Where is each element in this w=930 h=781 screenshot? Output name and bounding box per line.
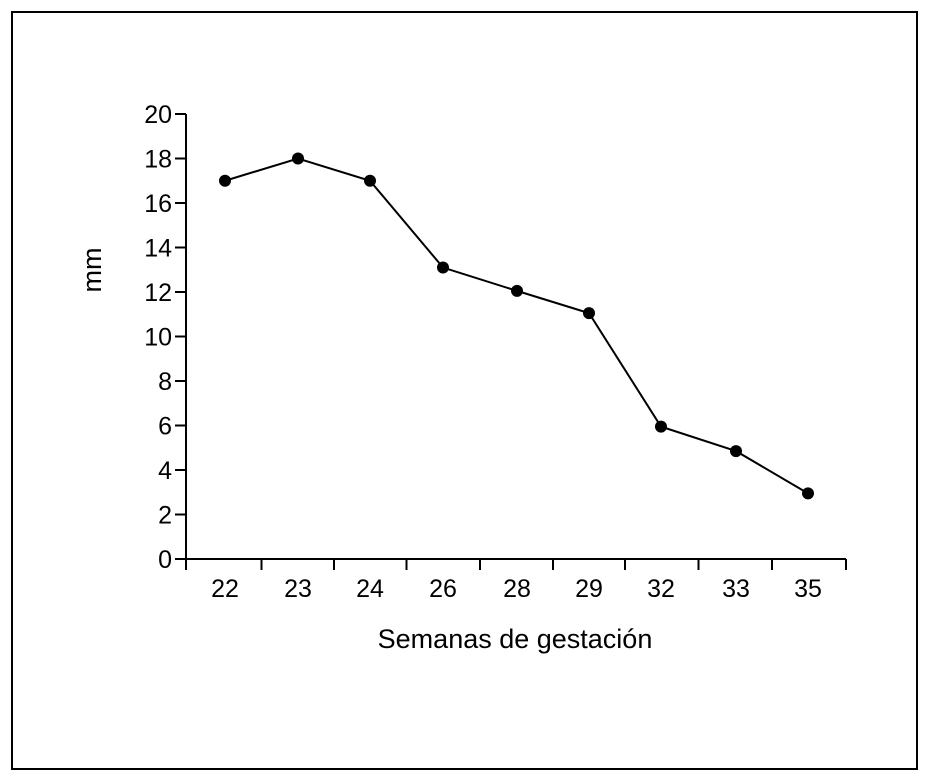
data-point [655, 420, 667, 433]
x-tick-label: 24 [356, 575, 384, 603]
chart-frame [11, 11, 918, 770]
x-tick-label: 32 [647, 575, 675, 603]
data-point [292, 152, 304, 165]
data-point [730, 445, 742, 458]
y-tick-label: 16 [144, 190, 172, 218]
data-point [511, 284, 523, 297]
x-tick-label: 33 [722, 575, 750, 603]
series-group [219, 152, 814, 500]
series-line [224, 157, 809, 495]
x-axis-label: Semanas de gestación [378, 624, 653, 654]
y-axis: 0 2 4 6 8 10 12 14 16 18 20 [144, 101, 187, 574]
data-point [219, 174, 231, 187]
y-tick-label: 20 [144, 101, 172, 129]
x-tick-label: 22 [211, 575, 239, 603]
y-tick-label: 8 [158, 368, 172, 396]
y-tick-label: 10 [144, 324, 172, 352]
x-tick-label: 28 [503, 575, 531, 603]
y-tick-label: 6 [158, 413, 172, 441]
y-tick-label: 2 [158, 502, 172, 530]
y-tick-label: 4 [158, 457, 172, 485]
x-tick-label: 35 [794, 575, 822, 603]
data-point [437, 261, 449, 274]
y-axis-label: mm [77, 248, 107, 293]
x-tick-label: 29 [575, 575, 603, 603]
y-tick-label: 12 [144, 279, 172, 307]
data-point [802, 487, 814, 500]
x-tick-label: 26 [429, 575, 457, 603]
data-point [583, 307, 595, 320]
data-point [364, 174, 376, 187]
x-tick-label: 23 [284, 575, 312, 603]
y-tick-label: 0 [158, 546, 172, 574]
y-tick-label: 14 [144, 235, 172, 263]
y-tick-label: 18 [144, 146, 172, 174]
x-axis: 22 23 24 26 28 29 32 33 35 [185, 558, 847, 603]
